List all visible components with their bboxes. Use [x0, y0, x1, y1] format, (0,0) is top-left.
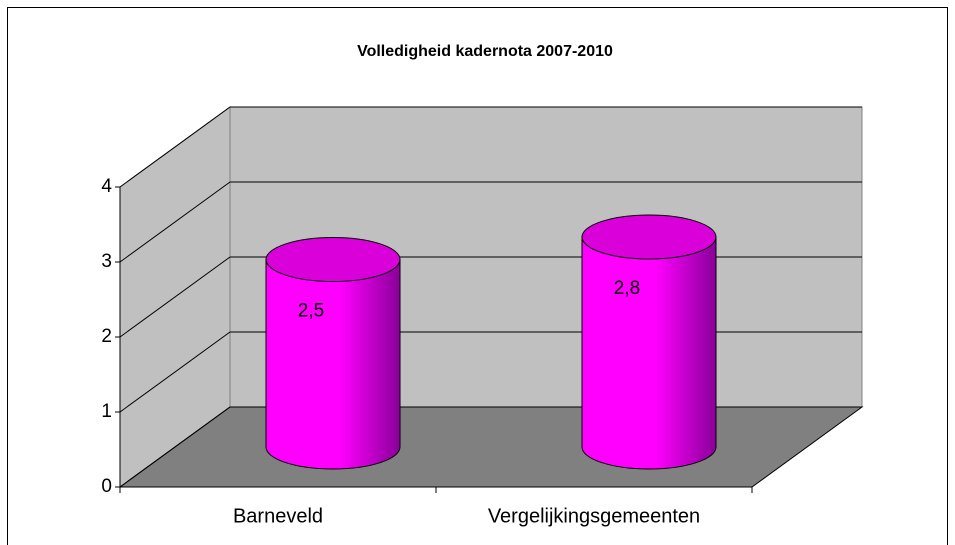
floor	[118, 406, 864, 488]
value-label: 2,8	[614, 278, 640, 299]
y-tick-label: 2	[101, 326, 112, 347]
chart-title: Volledigheid kadernota 2007-2010	[357, 43, 613, 60]
grid-line	[119, 256, 231, 338]
bar-top	[265, 237, 401, 282]
grid-line	[119, 331, 231, 413]
y-tick-label: 4	[101, 176, 112, 197]
y-tick-label: 3	[101, 251, 112, 272]
value-label: 2,5	[298, 301, 324, 322]
frame	[7, 7, 948, 545]
grid-line	[119, 181, 231, 263]
grid-line	[119, 106, 231, 188]
grid-line	[119, 406, 231, 488]
bar-top	[581, 214, 717, 260]
bar	[265, 259, 401, 470]
bar	[581, 236, 717, 470]
y-tick-label: 1	[101, 401, 112, 422]
y-tick-label: 0	[101, 476, 112, 497]
x-tick-label: Barneveld	[233, 505, 323, 527]
x-tick-label: Vergelijkingsgemeenten	[488, 505, 700, 527]
